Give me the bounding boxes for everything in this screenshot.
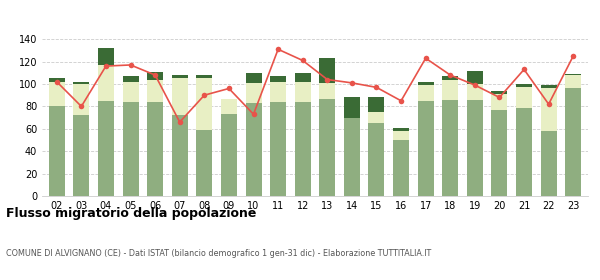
Bar (147, 102, 163, 196)
Text: COMUNE DI ALVIGNANO (CE) - Dati ISTAT (bilancio demografico 1 gen-31 dic) - Elab: COMUNE DI ALVIGNANO (CE) - Dati ISTAT (b… (6, 249, 431, 258)
Bar (98, 101, 114, 196)
Bar (393, 128, 409, 131)
Bar (565, 74, 581, 75)
Bar (49, 106, 65, 196)
Bar (418, 82, 434, 85)
Bar (245, 103, 262, 196)
Bar (541, 85, 557, 88)
Bar (467, 100, 483, 196)
Bar (418, 101, 434, 196)
Bar (98, 48, 114, 65)
Bar (147, 72, 163, 80)
Bar (270, 76, 286, 82)
Bar (245, 73, 262, 83)
Bar (467, 84, 483, 100)
Bar (442, 80, 458, 100)
Bar (368, 97, 385, 112)
Bar (442, 100, 458, 196)
Bar (491, 110, 508, 196)
Bar (442, 76, 458, 80)
Bar (368, 123, 385, 196)
Bar (245, 83, 262, 103)
Bar (516, 87, 532, 108)
Bar (565, 75, 581, 88)
Bar (196, 78, 212, 130)
Bar (516, 108, 532, 196)
Bar (49, 82, 65, 106)
Text: Flusso migratorio della popolazione: Flusso migratorio della popolazione (6, 207, 256, 220)
Bar (491, 94, 508, 110)
Bar (418, 85, 434, 101)
Bar (319, 83, 335, 99)
Bar (172, 78, 188, 115)
Bar (516, 84, 532, 87)
Bar (368, 112, 385, 123)
Bar (344, 97, 360, 118)
Bar (73, 84, 89, 115)
Bar (172, 75, 188, 78)
Bar (73, 82, 89, 84)
Bar (196, 75, 212, 78)
Bar (122, 76, 139, 82)
Bar (393, 131, 409, 140)
Bar (98, 65, 114, 101)
Bar (491, 91, 508, 94)
Bar (196, 130, 212, 196)
Bar (541, 131, 557, 196)
Bar (393, 140, 409, 196)
Bar (172, 115, 188, 196)
Bar (270, 82, 286, 102)
Bar (221, 114, 237, 196)
Bar (467, 71, 483, 84)
Bar (270, 102, 286, 196)
Bar (541, 88, 557, 131)
Bar (565, 88, 581, 196)
Bar (122, 102, 139, 196)
Bar (73, 115, 89, 196)
Bar (221, 99, 237, 114)
Bar (49, 78, 65, 82)
Bar (122, 82, 139, 102)
Bar (344, 118, 360, 196)
Bar (147, 80, 163, 102)
Bar (295, 102, 311, 196)
Bar (295, 73, 311, 82)
Bar (295, 82, 311, 102)
Bar (319, 99, 335, 196)
Bar (319, 58, 335, 83)
